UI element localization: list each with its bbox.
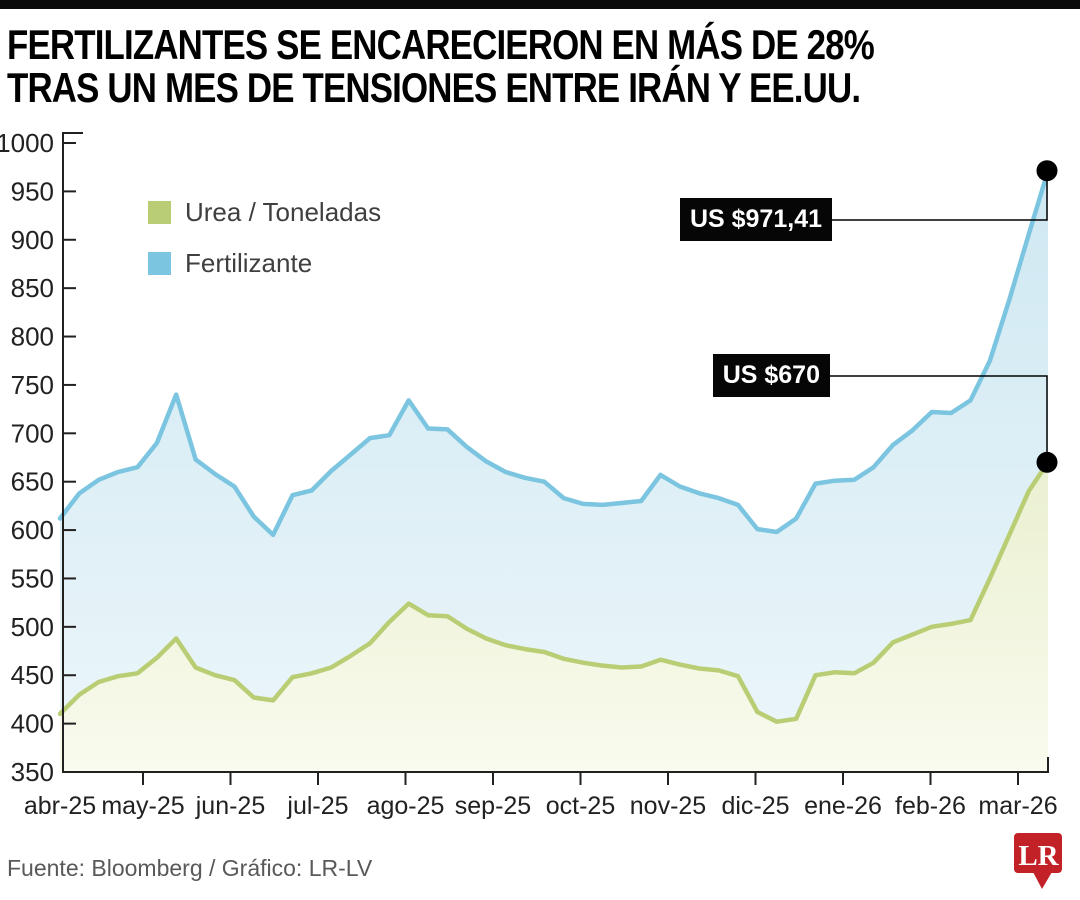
x-axis-month-label: sep-25 xyxy=(455,792,531,820)
x-axis-month-label: feb-26 xyxy=(895,792,966,820)
y-axis-tick-label: 600 xyxy=(11,515,54,545)
legend-label-fertilizante: Fertilizante xyxy=(185,247,313,278)
y-axis-tick-label: 850 xyxy=(11,273,54,303)
legend-label-urea: Urea / Toneladas xyxy=(185,196,382,227)
annotation-fertilizante-price: US $971,41 xyxy=(679,198,832,241)
lr-logo: LR xyxy=(1014,833,1062,889)
fertilizante-line xyxy=(57,168,1051,538)
y-axis-tick-label: 350 xyxy=(11,757,54,787)
y-axis-tick-label: 700 xyxy=(11,418,54,448)
annotation-connector xyxy=(832,170,1048,221)
legend-item-urea: Urea / Toneladas xyxy=(148,197,381,227)
y-axis-tick-label: 400 xyxy=(11,709,54,739)
logo-bubble-shape xyxy=(1014,833,1062,873)
annotation-connector xyxy=(830,375,1048,463)
y-axis-tick-label: 650 xyxy=(11,467,54,497)
x-axis-month-label: may-25 xyxy=(101,792,184,820)
x-axis-month-label: oct-25 xyxy=(546,792,615,820)
legend-item-fertilizante: Fertilizante xyxy=(148,248,381,278)
x-axis-month-label: nov-25 xyxy=(630,792,706,820)
y-axis-tick-label: 1000 xyxy=(0,128,54,158)
page-title-line-2: TRAS UN MES DE TENSIONES ENTRE IRÁN Y EE… xyxy=(7,64,861,111)
top-bar xyxy=(0,0,1080,9)
urea-line xyxy=(57,460,1051,724)
page-title-line-1: FERTILIZANTES SE ENCARECIERON EN MÁS DE … xyxy=(7,21,875,68)
y-axis-tick-label: 550 xyxy=(11,563,54,593)
x-axis-month-label: jun-25 xyxy=(195,792,266,820)
y-axis-tick-label: 450 xyxy=(11,660,54,690)
page-title: FERTILIZANTES SE ENCARECIERON EN MÁS DE … xyxy=(7,24,1051,110)
series-end-dot xyxy=(1036,160,1058,182)
y-axis-tick-label: 900 xyxy=(11,225,54,255)
x-axis-month-label: ago-25 xyxy=(367,792,445,820)
y-axis-tick-label: 950 xyxy=(11,176,54,206)
chart-legend: Urea / Toneladas Fertilizante xyxy=(148,197,381,302)
annotation-urea-price: US $670 xyxy=(712,354,830,397)
source-credit: Fuente: Bloomberg / Gráfico: LR-LV xyxy=(7,855,373,881)
x-axis-month-label: ene-26 xyxy=(804,792,882,820)
y-axis-tick-label: 800 xyxy=(11,322,54,352)
x-axis-month-label: jul-25 xyxy=(286,792,348,820)
y-axis-tick-label: 500 xyxy=(11,612,54,642)
urea-swatch-icon xyxy=(148,200,171,224)
x-axis-month-label: mar-26 xyxy=(978,792,1057,820)
series-end-dot xyxy=(1036,451,1058,473)
fertilizante-swatch-icon xyxy=(148,251,171,275)
logo-bubble-tail xyxy=(1033,872,1052,889)
logo-text: LR xyxy=(1018,840,1059,872)
y-axis-tick-label: 750 xyxy=(11,370,54,400)
x-axis-month-label: dic-25 xyxy=(721,792,789,820)
x-axis-month-label: abr-25 xyxy=(24,792,96,820)
fertilizante-area xyxy=(60,170,1048,772)
urea-area xyxy=(60,462,1048,772)
